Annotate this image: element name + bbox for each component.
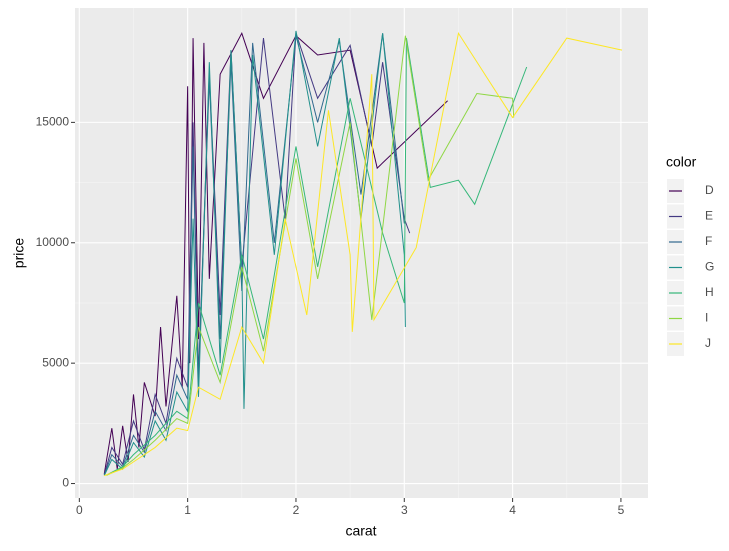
legend-label: G xyxy=(705,260,714,274)
x-tick-label: 5 xyxy=(618,503,625,517)
x-axis-label: carat xyxy=(345,523,376,539)
x-tick-label: 4 xyxy=(509,503,516,517)
series-line xyxy=(103,33,411,476)
legend-label: D xyxy=(705,183,714,197)
series-line xyxy=(106,35,515,476)
series-line xyxy=(106,38,528,476)
y-tick-label: 0 xyxy=(62,476,69,490)
series-line xyxy=(103,33,405,476)
series-line xyxy=(103,32,448,475)
x-tick-label: 0 xyxy=(76,503,83,517)
y-tick-label: 15000 xyxy=(36,115,70,129)
panel xyxy=(75,8,648,498)
series-line xyxy=(104,31,623,477)
x-tick-label: 2 xyxy=(293,503,300,517)
legend-title: color xyxy=(666,154,697,170)
y-tick-label: 10000 xyxy=(36,235,70,249)
legend-label: F xyxy=(705,234,712,248)
x-tick-label: 3 xyxy=(401,503,408,517)
series-line xyxy=(103,30,406,476)
legend-label: E xyxy=(705,209,713,223)
y-axis-label: price xyxy=(11,238,27,269)
y-tick-label: 5000 xyxy=(42,355,69,369)
legend-label: J xyxy=(705,336,711,350)
x-tick-label: 1 xyxy=(184,503,191,517)
legend-label: I xyxy=(705,311,708,325)
legend-label: H xyxy=(705,285,714,299)
